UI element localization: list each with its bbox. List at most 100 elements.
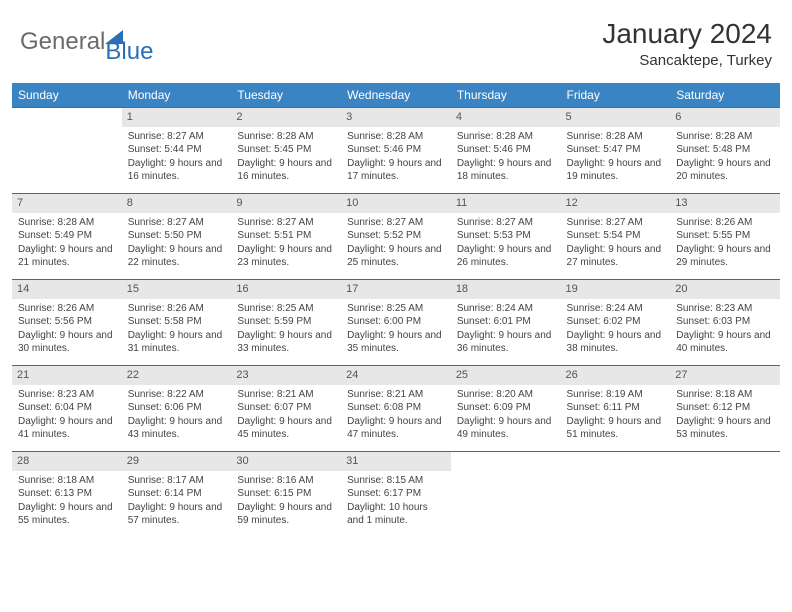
day-cell: 30Sunrise: 8:16 AMSunset: 6:15 PMDayligh… [231,452,341,538]
day-number: 11 [451,194,561,213]
day-cell: 22Sunrise: 8:22 AMSunset: 6:06 PMDayligh… [122,366,232,452]
sunset-text: Sunset: 6:06 PM [128,401,226,415]
dayhead-monday: Monday [122,83,232,108]
sunrise-text: Sunrise: 8:21 AM [237,388,335,402]
brand-part2: Blue [105,38,153,66]
day-cell: 15Sunrise: 8:26 AMSunset: 5:58 PMDayligh… [122,280,232,366]
day-cell: 31 Sunrise: 8:15 AMSunset: 6:17 PMDayligh… [341,452,451,538]
sunset-text: Sunset: 6:03 PM [676,315,774,329]
sunrise-text: Sunrise: 8:27 AM [237,216,335,230]
month-title: January 2024 [602,18,772,50]
sunset-text: Sunset: 6:02 PM [567,315,665,329]
sunset-text: Sunset: 6:08 PM [347,401,445,415]
day-cell: 18Sunrise: 8:24 AMSunset: 6:01 PMDayligh… [451,280,561,366]
sunset-text: Sunset: 5:46 PM [347,143,445,157]
daylight-text: Daylight: 9 hours and 59 minutes. [237,501,335,528]
daylight-text: Daylight: 9 hours and 27 minutes. [567,243,665,270]
sunrise-text: Sunrise: 8:27 AM [128,130,226,144]
daylight-text: Daylight: 9 hours and 25 minutes. [347,243,445,270]
sunrise-text: Sunrise: 8:15 AM [347,474,445,488]
day-number: 15 [122,280,232,299]
brand-part1: General [20,28,105,56]
sunset-text: Sunset: 6:00 PM [347,315,445,329]
day-number: 10 [341,194,451,213]
day-number: 20 [670,280,780,299]
daylight-text: Daylight: 9 hours and 47 minutes. [347,415,445,442]
day-cell [670,452,780,538]
sunset-text: Sunset: 6:13 PM [18,487,116,501]
day-number: 25 [451,366,561,385]
day-cell: 4 Sunrise: 8:28 AMSunset: 5:46 PMDaylight… [451,108,561,194]
week-row: 28Sunrise: 8:18 AMSunset: 6:13 PMDayligh… [12,452,780,538]
day-cell: 28Sunrise: 8:18 AMSunset: 6:13 PMDayligh… [12,452,122,538]
sunrise-text: Sunrise: 8:27 AM [347,216,445,230]
sunrise-text: Sunrise: 8:25 AM [347,302,445,316]
sunrise-text: Sunrise: 8:28 AM [567,130,665,144]
sunset-text: Sunset: 6:17 PM [347,487,445,501]
sunrise-text: Sunrise: 8:26 AM [676,216,774,230]
sunrise-text: Sunrise: 8:26 AM [18,302,116,316]
sunrise-text: Sunrise: 8:28 AM [457,130,555,144]
week-row: 7Sunrise: 8:28 AMSunset: 5:49 PMDaylight… [12,194,780,280]
day-cell: 21Sunrise: 8:23 AMSunset: 6:04 PMDayligh… [12,366,122,452]
week-row: 14Sunrise: 8:26 AMSunset: 5:56 PMDayligh… [12,280,780,366]
sunset-text: Sunset: 6:11 PM [567,401,665,415]
sunset-text: Sunset: 6:12 PM [676,401,774,415]
daylight-text: Daylight: 9 hours and 21 minutes. [18,243,116,270]
sunset-text: Sunset: 5:55 PM [676,229,774,243]
calendar-page: General Blue January 2024 Sancaktepe, Tu… [0,0,792,550]
sunset-text: Sunset: 5:52 PM [347,229,445,243]
daylight-text: Daylight: 9 hours and 33 minutes. [237,329,335,356]
sunset-text: Sunset: 5:51 PM [237,229,335,243]
daylight-text: Daylight: 9 hours and 23 minutes. [237,243,335,270]
sunrise-text: Sunrise: 8:19 AM [567,388,665,402]
sunrise-text: Sunrise: 8:25 AM [237,302,335,316]
day-cell: 25Sunrise: 8:20 AMSunset: 6:09 PMDayligh… [451,366,561,452]
page-header: General Blue January 2024 Sancaktepe, Tu… [12,18,780,69]
daylight-text: Daylight: 9 hours and 55 minutes. [18,501,116,528]
day-number: 4 [451,108,561,127]
day-number: 13 [670,194,780,213]
dayhead-friday: Friday [561,83,671,108]
sunrise-text: Sunrise: 8:22 AM [128,388,226,402]
day-number: 3 [341,108,451,127]
dayhead-wednesday: Wednesday [341,83,451,108]
sunrise-text: Sunrise: 8:23 AM [676,302,774,316]
daylight-text: Daylight: 9 hours and 20 minutes. [676,157,774,184]
daylight-text: Daylight: 9 hours and 49 minutes. [457,415,555,442]
day-cell [561,452,671,538]
daylight-text: Daylight: 9 hours and 35 minutes. [347,329,445,356]
week-row: 1Sunrise: 8:27 AMSunset: 5:44 PMDaylight… [12,108,780,194]
daylight-text: Daylight: 10 hours and 1 minute. [347,501,445,528]
sunset-text: Sunset: 5:59 PM [237,315,335,329]
day-cell: 10 Sunrise: 8:27 AMSunset: 5:52 PMDayligh… [341,194,451,280]
day-cell: 19Sunrise: 8:24 AMSunset: 6:02 PMDayligh… [561,280,671,366]
daylight-text: Daylight: 9 hours and 17 minutes. [347,157,445,184]
day-number: 31 [341,452,451,471]
sunset-text: Sunset: 6:04 PM [18,401,116,415]
daylight-text: Daylight: 9 hours and 36 minutes. [457,329,555,356]
sunrise-text: Sunrise: 8:28 AM [237,130,335,144]
daylight-text: Daylight: 9 hours and 57 minutes. [128,501,226,528]
daylight-text: Daylight: 9 hours and 29 minutes. [676,243,774,270]
daylight-text: Daylight: 9 hours and 16 minutes. [237,157,335,184]
daylight-text: Daylight: 9 hours and 26 minutes. [457,243,555,270]
daylight-text: Daylight: 9 hours and 43 minutes. [128,415,226,442]
daylight-text: Daylight: 9 hours and 40 minutes. [676,329,774,356]
dayhead-tuesday: Tuesday [231,83,341,108]
day-cell: 7Sunrise: 8:28 AMSunset: 5:49 PMDaylight… [12,194,122,280]
day-number: 5 [561,108,671,127]
sunrise-text: Sunrise: 8:27 AM [128,216,226,230]
day-number: 23 [231,366,341,385]
sunrise-text: Sunrise: 8:17 AM [128,474,226,488]
daylight-text: Daylight: 9 hours and 53 minutes. [676,415,774,442]
day-cell: 1Sunrise: 8:27 AMSunset: 5:44 PMDaylight… [122,108,232,194]
sunset-text: Sunset: 6:15 PM [237,487,335,501]
day-number: 17 [341,280,451,299]
day-number: 2 [231,108,341,127]
sunset-text: Sunset: 6:01 PM [457,315,555,329]
sunset-text: Sunset: 6:07 PM [237,401,335,415]
daylight-text: Daylight: 9 hours and 18 minutes. [457,157,555,184]
sunset-text: Sunset: 5:46 PM [457,143,555,157]
day-cell: 23Sunrise: 8:21 AMSunset: 6:07 PMDayligh… [231,366,341,452]
